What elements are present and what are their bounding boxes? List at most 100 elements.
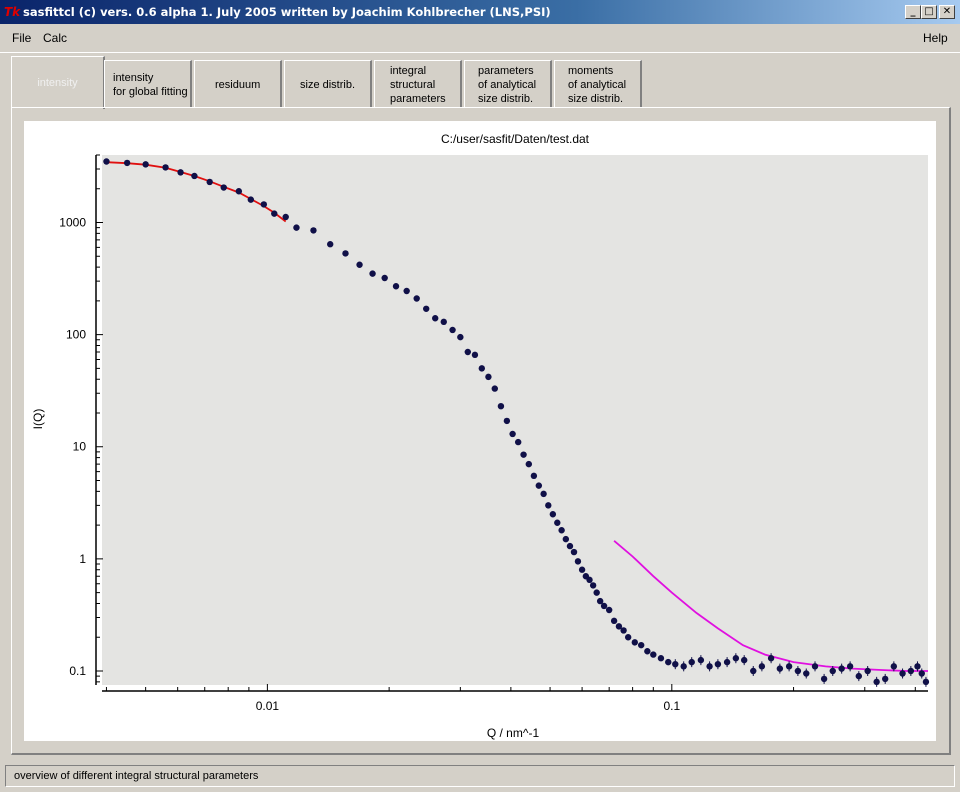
data-point	[464, 348, 471, 356]
data-point	[206, 178, 213, 186]
chart-title: C:/user/sasfit/Daten/test.dat	[441, 132, 590, 146]
data-point	[574, 558, 582, 565]
menu-file[interactable]: File	[12, 31, 31, 45]
plot-canvas: C:/user/sasfit/Daten/test.dat Q / nm^-1 …	[24, 121, 936, 741]
data-point	[235, 188, 243, 195]
data-point	[767, 655, 775, 662]
data-point	[369, 270, 376, 277]
data-point	[918, 670, 925, 677]
tab-residuum[interactable]: residuum	[194, 60, 282, 108]
menu-help-label: Help	[923, 31, 948, 45]
data-point	[907, 667, 915, 675]
tab-moments-analytical-size-distrib[interactable]: moments of analytical size distrib.	[554, 60, 642, 108]
data-point	[610, 617, 618, 625]
data-point	[566, 542, 574, 550]
y-tick-label: 1	[79, 552, 86, 566]
data-point	[776, 665, 784, 672]
data-point	[657, 655, 665, 662]
data-point	[449, 326, 456, 334]
data-point	[631, 639, 638, 646]
plot-area	[102, 155, 928, 685]
y-tick-label: 10	[73, 440, 87, 454]
data-point	[327, 241, 334, 248]
data-point	[123, 159, 131, 167]
data-point	[578, 566, 586, 573]
tab-integral-structural-parameters[interactable]: integral structural parameters	[374, 60, 462, 108]
data-point	[688, 658, 695, 666]
tab-parameters-analytical-size-distrib[interactable]: parameters of analytical size distrib.	[464, 60, 552, 108]
data-point	[586, 576, 593, 584]
y-axis-label: I(Q)	[31, 409, 45, 430]
maximize-icon[interactable]: □	[921, 5, 937, 19]
axes	[95, 155, 928, 692]
data-point	[620, 627, 627, 634]
data-point	[177, 169, 184, 176]
data-point	[162, 164, 169, 171]
data-point	[665, 658, 672, 666]
data-point	[811, 663, 819, 670]
data-point	[342, 250, 349, 257]
menu-calc[interactable]: Calc	[43, 31, 67, 45]
data-point	[803, 670, 810, 677]
menu-help[interactable]: Help	[923, 31, 948, 45]
data-point	[191, 172, 198, 180]
data-point	[855, 672, 863, 680]
minimize-icon[interactable]: _	[905, 5, 921, 19]
data-point	[838, 665, 845, 672]
y-tick-label: 100	[66, 328, 86, 342]
data-point	[520, 451, 527, 458]
data-point	[881, 675, 889, 683]
tab-intensity[interactable]: intensity	[11, 56, 105, 109]
data-point	[740, 656, 748, 664]
window-title: sasfittcl (c) vers. 0.6 alpha 1. July 20…	[23, 5, 551, 19]
tick-marks: 0.1 1 10 100 1000 0.01 0.1	[59, 154, 916, 713]
data-point	[381, 274, 388, 282]
x-tick-label: 0.1	[663, 699, 680, 713]
data-point	[785, 663, 793, 670]
data-point	[723, 658, 731, 666]
tab-content-panel	[11, 107, 951, 755]
x-axis-label: Q / nm^-1	[487, 726, 540, 740]
data-point	[485, 373, 492, 381]
data-point	[491, 385, 498, 392]
data-point	[922, 678, 930, 686]
data-point	[750, 667, 757, 675]
data-point	[829, 667, 836, 675]
data-point	[846, 663, 854, 670]
app-logo-icon: Tk	[4, 5, 21, 19]
close-icon[interactable]: ✕	[939, 5, 955, 19]
data-point	[914, 663, 921, 670]
data-point	[271, 210, 278, 217]
data-point	[356, 261, 363, 268]
data-point	[525, 460, 533, 468]
data-point	[457, 333, 464, 341]
data-point	[440, 318, 447, 326]
data-point	[706, 663, 713, 670]
data-point	[864, 667, 871, 675]
data-point	[596, 597, 604, 605]
data-point	[260, 201, 268, 208]
data-point	[570, 548, 578, 556]
data-point	[549, 511, 557, 518]
data-point	[478, 365, 486, 372]
data-point	[509, 430, 516, 438]
tab-bar: intensity intensity for global fitting r…	[0, 56, 960, 109]
data-point	[562, 535, 570, 543]
data-points	[103, 158, 930, 687]
tab-intensity-global-fitting[interactable]: intensity for global fitting	[104, 60, 192, 108]
menu-calc-label: Calc	[43, 31, 68, 45]
data-point	[672, 660, 679, 668]
data-point	[820, 675, 828, 683]
data-point	[732, 655, 740, 662]
title-bar: Tk sasfittcl (c) vers. 0.6 alpha 1. July…	[0, 0, 960, 24]
data-point	[650, 651, 657, 658]
menu-file-label: File	[12, 31, 32, 45]
data-point	[530, 472, 538, 480]
data-point	[697, 656, 705, 664]
data-point	[794, 667, 802, 675]
data-point	[554, 519, 561, 526]
menu-bar: File Calc Help	[0, 24, 960, 53]
data-point	[403, 287, 410, 295]
tab-size-distrib[interactable]: size distrib.	[284, 60, 372, 108]
data-point	[503, 417, 511, 425]
